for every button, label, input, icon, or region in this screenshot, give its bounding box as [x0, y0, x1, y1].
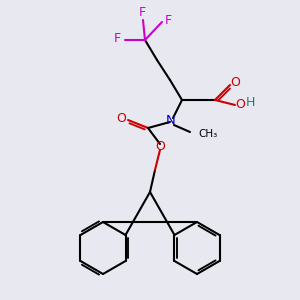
Text: O: O: [155, 140, 165, 152]
Text: CH₃: CH₃: [198, 129, 217, 139]
Text: F: F: [138, 7, 146, 20]
Text: N: N: [166, 115, 176, 128]
Text: H: H: [245, 95, 255, 109]
Text: F: F: [113, 32, 121, 46]
Text: O: O: [230, 76, 240, 88]
Text: F: F: [164, 14, 172, 26]
Text: O: O: [116, 112, 126, 125]
Text: O: O: [235, 98, 245, 112]
